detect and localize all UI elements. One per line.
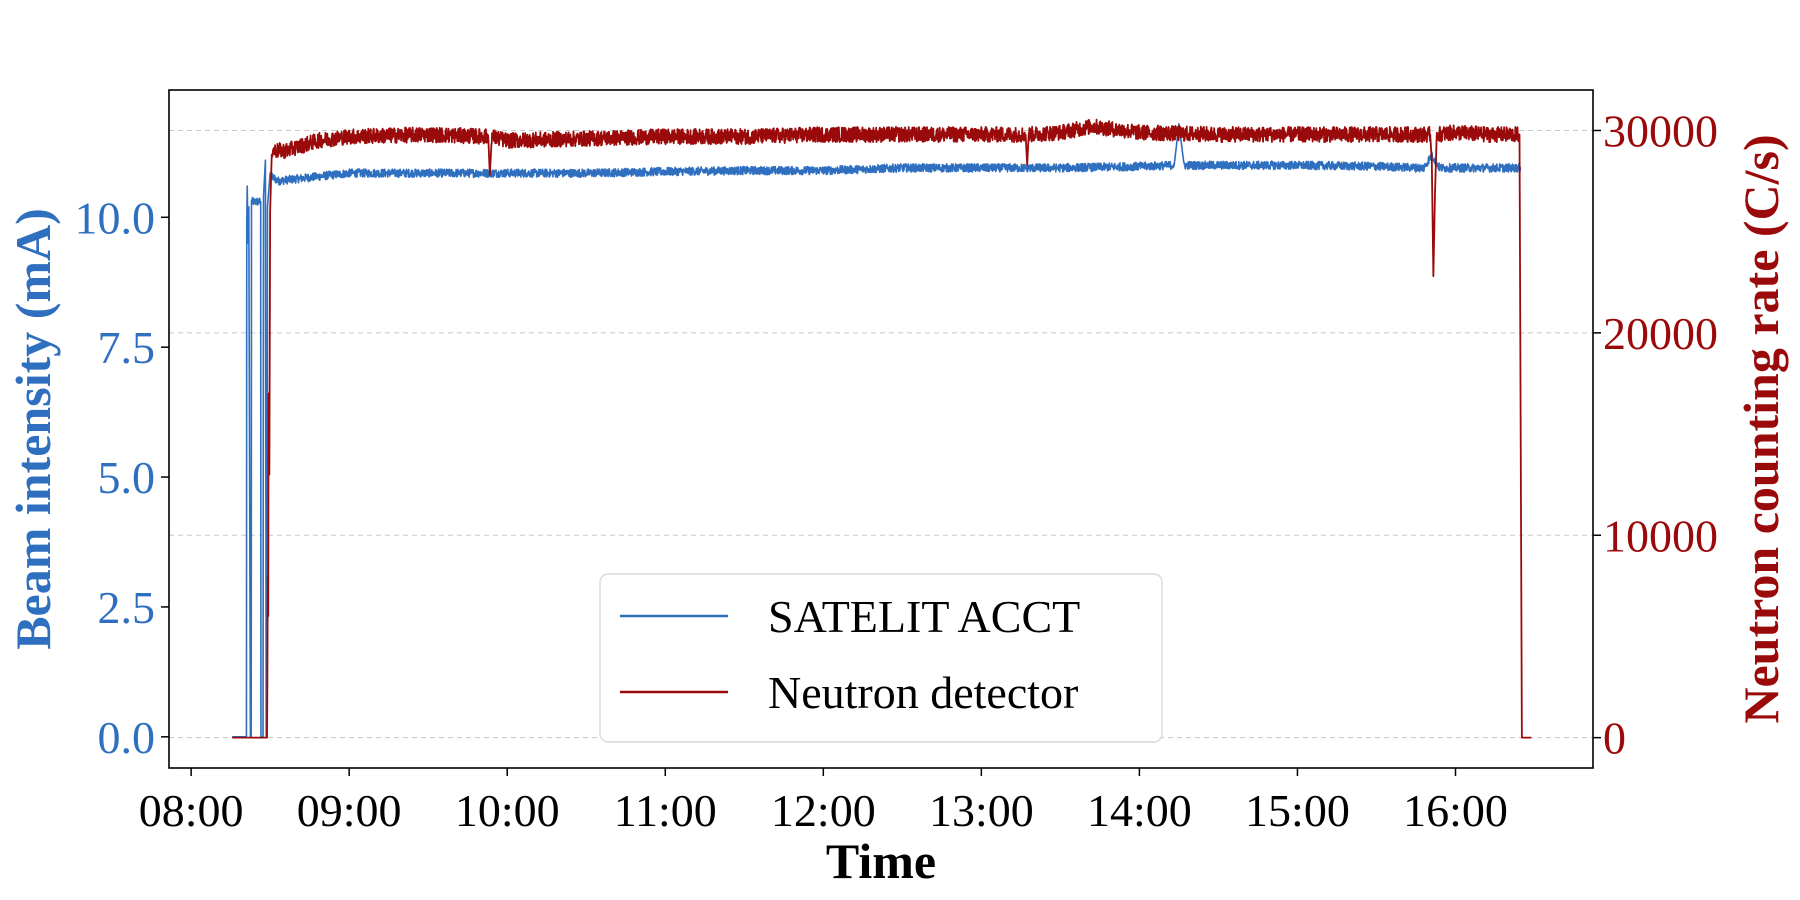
legend-label-satelit-acct: SATELIT ACCT xyxy=(768,591,1080,642)
x-tick-label: 08:00 xyxy=(139,785,244,836)
x-tick-label: 09:00 xyxy=(297,785,402,836)
right-y-tick-label: 0 xyxy=(1603,713,1626,764)
legend: SATELIT ACCT Neutron detector xyxy=(599,573,1163,743)
left-y-tick-label: 7.5 xyxy=(98,322,156,373)
x-axis-title: Time xyxy=(826,833,936,889)
x-tick-label: 14:00 xyxy=(1087,785,1192,836)
legend-box xyxy=(599,573,1163,743)
x-tick-label: 15:00 xyxy=(1245,785,1350,836)
x-tick-label: 13:00 xyxy=(929,785,1034,836)
plot-frame xyxy=(168,89,1594,769)
left-y-tick-label: 2.5 xyxy=(98,582,156,633)
series-line-neutron-detector xyxy=(232,118,1532,739)
left-y-tick-label: 10.0 xyxy=(75,192,156,243)
series-lines xyxy=(232,118,1532,739)
x-tick-label: 11:00 xyxy=(614,785,717,836)
axis-ticks: 0.0 2.5 5.0 7.5 10.0 0 10000 20000 30000 08:00 09:… xyxy=(75,105,1719,836)
x-tick-label: 16:00 xyxy=(1403,785,1508,836)
x-tick-label: 12:00 xyxy=(771,785,876,836)
series-line-satelit-acct xyxy=(232,122,1522,738)
right-y-tick-label: 10000 xyxy=(1603,510,1718,561)
left-y-axis-title: Beam intensity (mA) xyxy=(5,208,61,650)
legend-label-neutron-detector: Neutron detector xyxy=(768,667,1078,718)
left-y-tick-label: 5.0 xyxy=(98,452,156,503)
x-tick-label: 10:00 xyxy=(455,785,560,836)
right-y-tick-label: 20000 xyxy=(1603,308,1718,359)
left-y-tick-label: 0.0 xyxy=(98,712,156,763)
right-y-tick-label: 30000 xyxy=(1603,105,1718,156)
right-y-axis-title: Neutron counting rate (C/s) xyxy=(1733,134,1789,723)
